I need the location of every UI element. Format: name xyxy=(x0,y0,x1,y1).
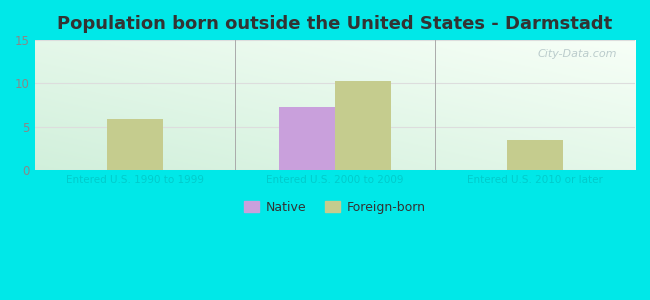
Bar xyxy=(279,107,335,170)
Bar xyxy=(107,119,162,170)
Title: Population born outside the United States - Darmstadt: Population born outside the United State… xyxy=(57,15,612,33)
Bar xyxy=(507,140,563,170)
Bar xyxy=(335,81,391,170)
Text: City-Data.com: City-Data.com xyxy=(538,49,617,59)
Legend: Native, Foreign-born: Native, Foreign-born xyxy=(239,196,430,219)
